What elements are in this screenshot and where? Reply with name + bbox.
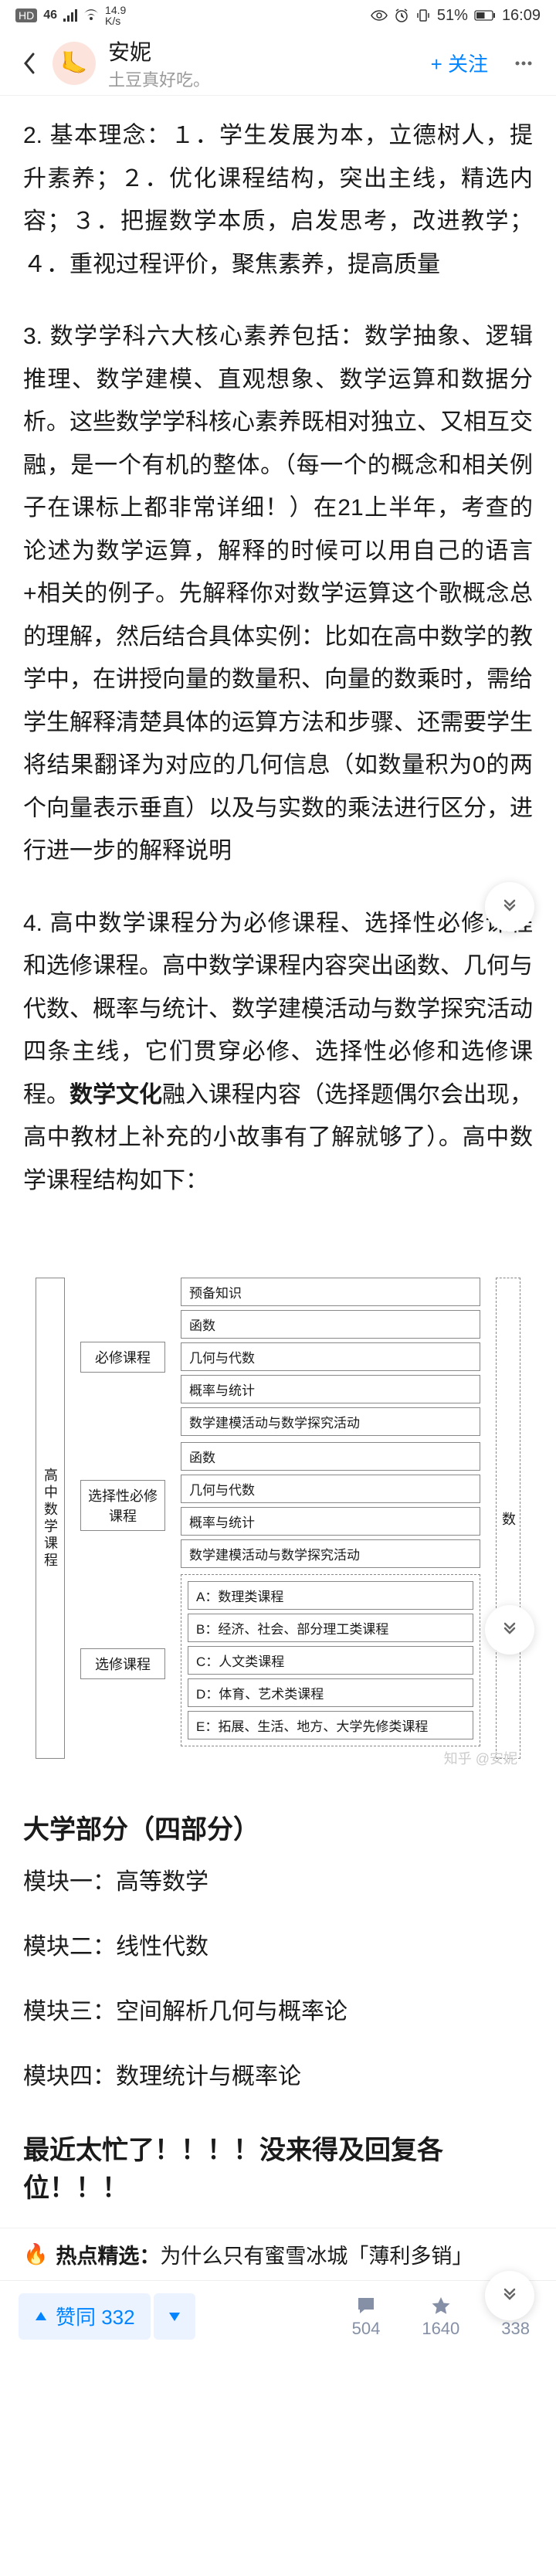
collapse-button-1[interactable]	[485, 882, 534, 932]
module-1: 模块一：高等数学	[0, 1862, 556, 1903]
paragraph-3: 3. 数学学科六大核心素养包括：数学抽象、逻辑推理、数学建模、直观想象、数学运算…	[23, 315, 533, 873]
author-info[interactable]: 安妮 土豆真好吃。	[108, 36, 420, 91]
signal-icon: 46	[43, 8, 57, 22]
author-subtitle: 土豆真好吃。	[108, 66, 420, 91]
article-content: 2. 基本理念：１．学生发展为本，立德树人，提升素养；２．优化课程结构，突出主线…	[0, 96, 556, 1250]
course-structure-diagram: 高中数学课程 必修课程 预备知识函数几何与代数概率与统计数学建模活动与数学探究活…	[23, 1265, 533, 1771]
diagram-item: B：经济、社会、部分理工类课程	[188, 1614, 473, 1642]
diagram-item: E：拓展、生活、地方、大学先修类课程	[188, 1711, 473, 1739]
diagram-item: 几何与代数	[181, 1475, 480, 1503]
favorite-button[interactable]: 1640	[422, 2294, 459, 2339]
collapse-button-2[interactable]	[485, 1605, 534, 1655]
diagram-right-note: 数	[496, 1278, 520, 1759]
upvote-button[interactable]: 赞同 332	[19, 2293, 151, 2340]
eye-icon	[371, 9, 388, 22]
watermark: 知乎 @安妮	[444, 1748, 517, 1768]
avatar-image: 🦶	[61, 50, 88, 76]
fire-icon: 🔥	[23, 2242, 48, 2266]
battery-icon	[474, 10, 496, 21]
module-2: 模块二：线性代数	[0, 1926, 556, 1968]
diagram-group3-label: 选修课程	[80, 1648, 165, 1679]
vibrate-icon	[415, 8, 431, 23]
diagram-item: 函数	[181, 1442, 480, 1471]
upvote-count: 赞同 332	[56, 2302, 135, 2330]
avatar[interactable]: 🦶	[53, 42, 96, 85]
favorite-count: 1640	[422, 2319, 459, 2339]
diagram-item: 函数	[181, 1310, 480, 1339]
module-3: 模块三：空间解析几何与概率论	[0, 1991, 556, 2033]
diagram-item: 概率与统计	[181, 1375, 480, 1403]
status-left: HD 46 14.9 K/s	[15, 5, 126, 26]
paragraph-2: 2. 基本理念：１．学生发展为本，立德树人，提升素养；２．优化课程结构，突出主线…	[23, 114, 533, 286]
diagram-item: 数学建模活动与数学探究活动	[181, 1407, 480, 1436]
diagram-groups: 必修课程 预备知识函数几何与代数概率与统计数学建模活动与数学探究活动 选择性必修…	[80, 1278, 480, 1759]
diagram-root: 高中数学课程	[36, 1278, 65, 1759]
comment-button[interactable]: 504	[352, 2294, 381, 2339]
downvote-button[interactable]	[154, 2293, 195, 2340]
back-button[interactable]	[15, 49, 43, 77]
time: 16:09	[502, 7, 541, 25]
hot-label: 热点精选：	[56, 2245, 160, 2268]
like-count: 338	[501, 2319, 530, 2339]
paragraph-4: 4. 高中数学课程分为必修课程、选择性必修课程和选修课程。高中数学课程内容突出函…	[23, 902, 533, 1203]
diagram-item: 数学建模活动与数学探究活动	[181, 1539, 480, 1568]
status-right: 51% 16:09	[371, 7, 541, 25]
diagram-item: 几何与代数	[181, 1342, 480, 1371]
comment-icon	[355, 2294, 377, 2317]
battery-pct: 51%	[437, 7, 468, 25]
bottom-bar: 赞同 332 504 1640 338	[0, 2280, 556, 2351]
diagram-item: 预备知识	[181, 1278, 480, 1306]
wifi-icon	[83, 9, 99, 22]
diagram-item: 概率与统计	[181, 1507, 480, 1536]
signal-bars-icon	[63, 9, 77, 22]
diagram-group1-label: 必修课程	[80, 1342, 165, 1373]
hot-banner[interactable]: 🔥 热点精选：为什么只有蜜雪冰城「薄利多销」	[0, 2228, 556, 2280]
university-section-title: 大学部分（四部分）	[0, 1802, 556, 1862]
author-name: 安妮	[108, 36, 420, 66]
top-nav: 🦶 安妮 土豆真好吃。 + 关注	[0, 31, 556, 96]
more-button[interactable]	[507, 53, 541, 74]
diagram-item: A：数理类课程	[188, 1581, 473, 1610]
upvote-icon	[34, 2310, 48, 2323]
hot-content: 为什么只有蜜雪冰城「薄利多销」	[160, 2245, 473, 2268]
star-icon	[430, 2294, 452, 2317]
hot-text: 热点精选：为什么只有蜜雪冰城「薄利多销」	[56, 2239, 473, 2269]
busy-note: 最近太忙了！！！！没来得及回复各位！！！	[0, 2121, 556, 2228]
diagram-item: C：人文类课程	[188, 1646, 473, 1675]
module-4: 模块四：数理统计与概率论	[0, 2056, 556, 2098]
diagram-item: D：体育、艺术类课程	[188, 1678, 473, 1707]
p4-pre: 4. 高中数学课程分为必修课程、选择性必修课程和选修课程。高中数学课程内容突出函…	[23, 911, 533, 1108]
status-bar: HD 46 14.9 K/s 51% 16:09	[0, 0, 556, 31]
net-speed: 14.9 K/s	[105, 5, 126, 26]
p4-bold: 数学文化	[70, 1082, 162, 1108]
hd-badge: HD	[15, 8, 37, 22]
comment-count: 504	[352, 2319, 381, 2339]
diagram-group2-label: 选择性必修课程	[80, 1480, 165, 1531]
alarm-icon	[394, 8, 409, 23]
collapse-button-3[interactable]	[485, 2271, 534, 2320]
follow-button[interactable]: + 关注	[420, 44, 499, 82]
